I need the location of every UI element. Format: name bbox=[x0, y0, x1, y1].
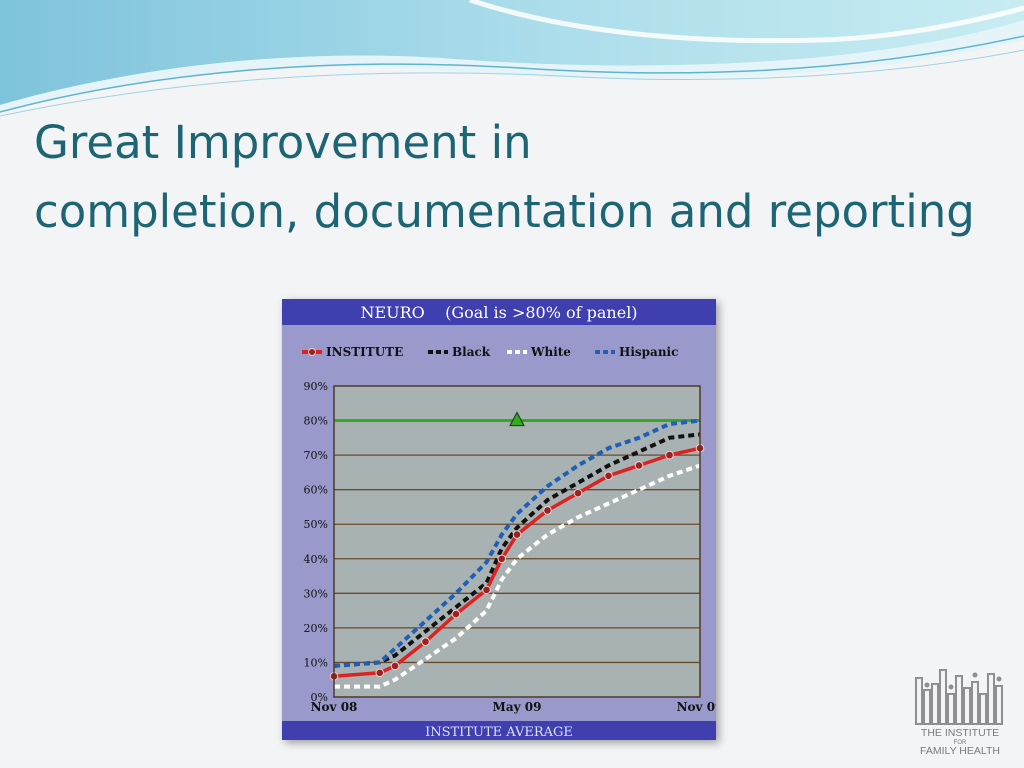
data-point-institute bbox=[421, 637, 430, 647]
data-point-institute bbox=[482, 585, 491, 595]
data-point-institute bbox=[451, 609, 461, 619]
line-chart: NEURO (Goal is >80% of panel) INSTITUTE B… bbox=[282, 299, 716, 740]
data-point-institute bbox=[573, 488, 583, 498]
data-point-institute bbox=[512, 530, 522, 539]
data-point-institute bbox=[665, 450, 674, 460]
y-tick-label: 30% bbox=[304, 587, 328, 600]
y-axis-ticks: 0% 10% 20% 30% 40% 50% 60% 70% 80% 90% bbox=[304, 380, 328, 704]
series-line-white bbox=[334, 463, 701, 689]
y-tick-label: 90% bbox=[304, 380, 328, 393]
y-tick-label: 70% bbox=[304, 449, 328, 462]
chart-footer: INSTITUTE AVERAGE bbox=[425, 725, 573, 740]
legend-marker bbox=[308, 348, 316, 356]
legend-label-institute: INSTITUTE bbox=[326, 345, 403, 359]
logo-line-2: FOR bbox=[954, 740, 967, 746]
goal-line-group bbox=[334, 411, 700, 427]
y-tick-label: 20% bbox=[304, 622, 328, 635]
logo-line-1: THE INSTITUTE bbox=[921, 727, 999, 739]
legend-label-black: Black bbox=[452, 345, 491, 359]
data-point-institute bbox=[497, 554, 507, 564]
header-wave-decoration bbox=[0, 0, 1024, 117]
y-tick-label: 60% bbox=[304, 484, 328, 497]
institute-logo: THE INSTITUTE FOR FAMILY HEALTH bbox=[915, 669, 1003, 757]
chart-title-bar bbox=[282, 299, 716, 325]
gridlines bbox=[334, 419, 700, 664]
data-point-institute bbox=[390, 661, 400, 671]
data-point-institute bbox=[375, 668, 385, 678]
chart-footer-bar bbox=[282, 721, 716, 740]
y-tick-label: 80% bbox=[304, 415, 328, 428]
legend-label-hispanic: Hispanic bbox=[619, 345, 678, 359]
x-tick-label: Nov 09 bbox=[677, 700, 716, 714]
plot-border bbox=[333, 385, 701, 698]
title-line-1: Great Improvement in bbox=[34, 116, 532, 169]
y-tick-label: 10% bbox=[304, 656, 328, 669]
data-point-institute bbox=[604, 471, 613, 481]
data-point-institute bbox=[543, 506, 552, 515]
series-lines bbox=[329, 418, 705, 689]
legend-label-white: White bbox=[530, 345, 571, 359]
x-axis-ticks: Nov 08 May 09 Nov 09 bbox=[311, 700, 716, 714]
chart-panel: NEURO (Goal is >80% of panel) INSTITUTE B… bbox=[282, 299, 716, 740]
x-tick-label: May 09 bbox=[493, 700, 542, 714]
logo-line-3: FAMILY HEALTH bbox=[920, 745, 1000, 757]
series-line-black bbox=[333, 432, 701, 668]
y-tick-label: 0% bbox=[311, 691, 328, 704]
title-line-2: completion, documentation and reporting bbox=[34, 185, 975, 238]
goal-marker bbox=[508, 411, 526, 427]
plot-area bbox=[334, 386, 700, 697]
data-point-institute bbox=[634, 461, 644, 470]
chart-legend: INSTITUTE Black White Hispanic bbox=[302, 345, 678, 359]
y-tick-label: 50% bbox=[304, 518, 328, 531]
slide-title: Great Improvement in completion, documen… bbox=[34, 108, 975, 246]
series-line-hispanic bbox=[333, 418, 701, 668]
chart-title: NEURO (Goal is >80% of panel) bbox=[360, 303, 637, 322]
x-tick-label: Nov 08 bbox=[311, 700, 358, 714]
series-line-institute bbox=[333, 446, 701, 679]
y-tick-label: 40% bbox=[304, 553, 328, 566]
